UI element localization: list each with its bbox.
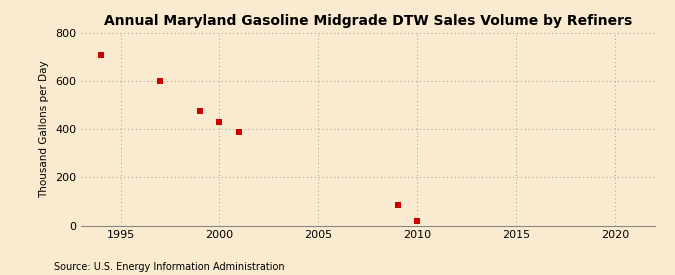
Point [155, 79, 165, 83]
Point [412, 218, 423, 223]
Point [234, 130, 244, 134]
Point [214, 120, 225, 124]
Point [194, 109, 205, 113]
Point [95, 53, 106, 57]
Text: Source: U.S. Energy Information Administration: Source: U.S. Energy Information Administ… [54, 262, 285, 272]
Title: Annual Maryland Gasoline Midgrade DTW Sales Volume by Refiners: Annual Maryland Gasoline Midgrade DTW Sa… [104, 14, 632, 28]
Point [392, 203, 403, 207]
Y-axis label: Thousand Gallons per Day: Thousand Gallons per Day [39, 60, 49, 198]
